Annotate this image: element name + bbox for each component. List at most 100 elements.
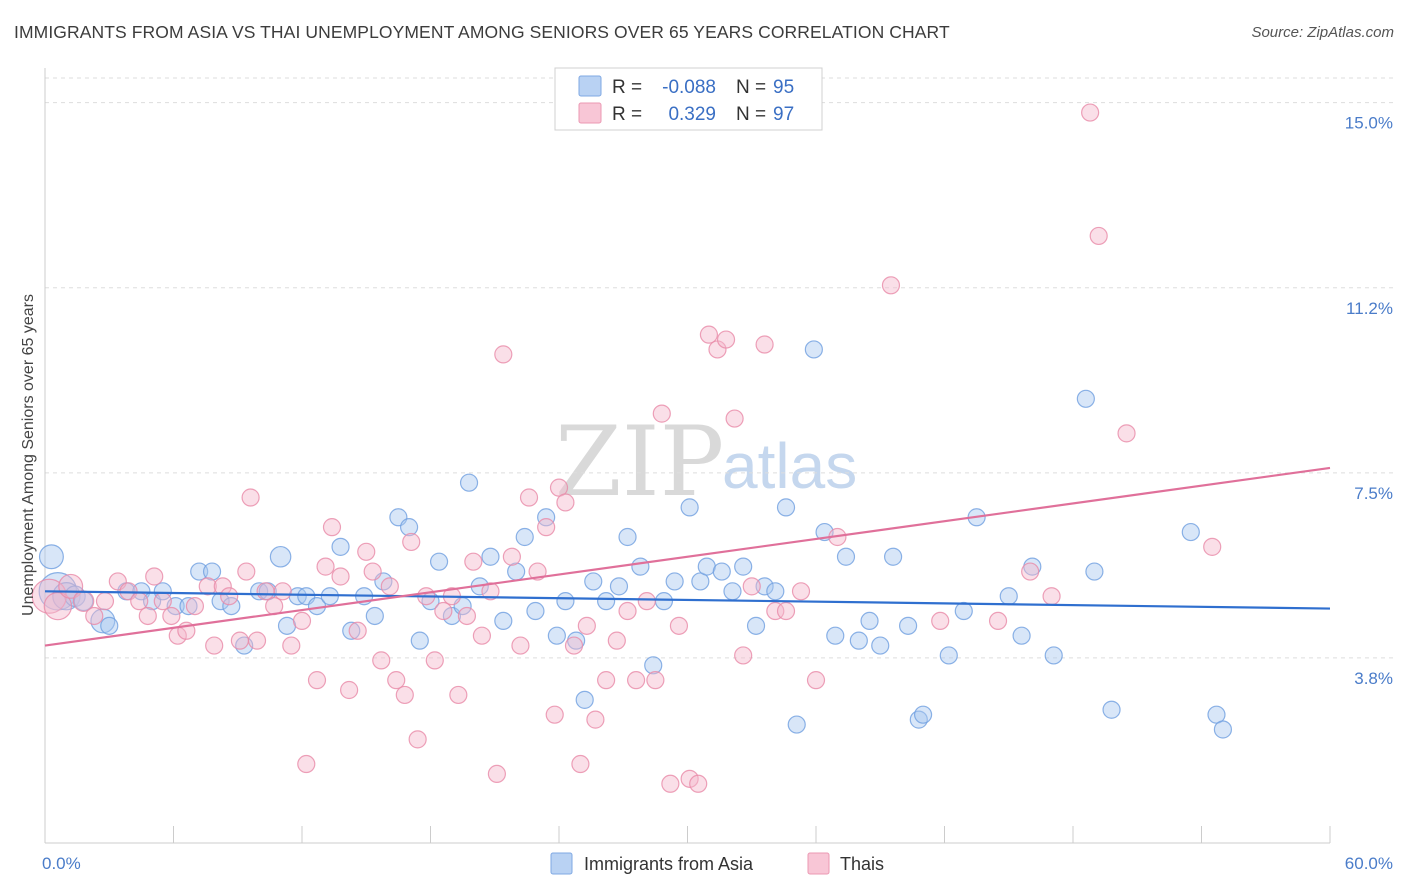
thais-point (637, 592, 656, 611)
asia-point (826, 626, 845, 645)
y-tick-label: 15.0% (1345, 114, 1393, 133)
y-tick-label: 3.8% (1354, 669, 1393, 688)
thais-point (586, 710, 605, 729)
asia-point (153, 582, 172, 601)
asia-point (836, 547, 856, 566)
asia-point (1085, 562, 1104, 581)
thais-point (1089, 226, 1108, 246)
thais-point (395, 685, 414, 705)
thais-point (380, 577, 399, 596)
asia-point (665, 572, 684, 591)
asia-point (609, 577, 629, 596)
thais-point (213, 577, 232, 596)
thais-point (502, 547, 521, 566)
asia-trend-line (44, 590, 1331, 610)
asia-point (38, 544, 64, 570)
asia-point (999, 587, 1018, 606)
legend-blue-n-value: 95 (773, 77, 794, 98)
asia-point (1181, 522, 1200, 542)
asia-point (654, 592, 674, 611)
asia-point (860, 611, 879, 631)
asia-point (410, 631, 429, 650)
thais-trend-line (44, 466, 1331, 647)
data-points (31, 103, 1233, 793)
watermark-atlas: atlas (722, 430, 857, 502)
thais-point (618, 601, 637, 621)
thais-point (626, 671, 646, 690)
thais-point (348, 621, 367, 640)
thais-point (680, 769, 699, 788)
thais-point (130, 592, 149, 611)
legend-pink-r-value: 0.329 (668, 104, 716, 125)
asia-point (939, 646, 958, 665)
thais-point (519, 488, 539, 507)
asia-point (575, 690, 594, 709)
thais-point (162, 606, 181, 626)
asia-point (537, 508, 556, 527)
thais-point (716, 330, 736, 349)
asia-point (1102, 700, 1121, 719)
thais-point (282, 636, 301, 655)
asia-point (459, 473, 479, 492)
thais-point (766, 601, 785, 621)
thais-point (689, 774, 708, 793)
thais-point (1203, 537, 1222, 556)
thais-point (725, 409, 744, 428)
asia-point (954, 601, 973, 621)
thais-point (297, 754, 316, 774)
asia-point (631, 557, 650, 576)
thais-point (487, 764, 506, 784)
series-legend-pink-swatch (807, 852, 830, 875)
thais-point (742, 577, 761, 596)
asia-point (618, 527, 637, 547)
asia-point (734, 557, 753, 576)
watermark: ZIP atlas (555, 406, 857, 518)
thais-point (646, 671, 665, 690)
thais-point (363, 562, 382, 581)
asia-point (547, 626, 566, 645)
thais-point (198, 577, 217, 596)
thais-point (85, 606, 104, 626)
thais-point (357, 542, 376, 561)
thais-point (230, 631, 249, 650)
asia-point (179, 596, 198, 616)
thais-point (138, 606, 157, 626)
asia-point (342, 621, 361, 640)
thais-point (988, 611, 1008, 631)
thais-point (457, 606, 477, 626)
series-legend-pink-label: Thais (840, 854, 884, 874)
trend-lines (44, 466, 1331, 647)
thais-point (95, 592, 115, 611)
thais-point (145, 567, 164, 586)
asia-point (190, 562, 209, 581)
asia-point (515, 527, 534, 547)
thais-point (652, 404, 671, 423)
thais-point (564, 636, 584, 655)
y-tick-label: 11.2% (1346, 299, 1393, 318)
watermark-zip: ZIP (555, 406, 724, 518)
asia-point (680, 498, 699, 517)
thais-point (791, 582, 811, 601)
asia-point (331, 537, 350, 556)
asia-point (804, 340, 823, 359)
thais-point (340, 680, 359, 700)
asia-point (202, 562, 222, 581)
thais-point (511, 636, 530, 655)
thais-point (273, 582, 292, 601)
thais-point (556, 493, 575, 512)
legend-blue-r-label: R = (612, 77, 642, 98)
series-legend: Immigrants from Asia Thais (550, 852, 884, 875)
chart-title: IMMIGRANTS FROM ASIA VS THAI UNEMPLOYMEN… (14, 22, 950, 42)
thais-point (205, 636, 224, 655)
thais-point (387, 671, 406, 690)
thais-point (1117, 424, 1136, 443)
thais-point (806, 671, 826, 690)
asia-point (746, 616, 766, 635)
y-tick-label: 7.5% (1354, 484, 1393, 503)
asia-point (429, 552, 449, 571)
thais-point (237, 562, 256, 581)
asia-point (399, 518, 419, 537)
thais-point (577, 616, 596, 635)
asia-point (1012, 626, 1031, 645)
asia-point (712, 562, 731, 581)
